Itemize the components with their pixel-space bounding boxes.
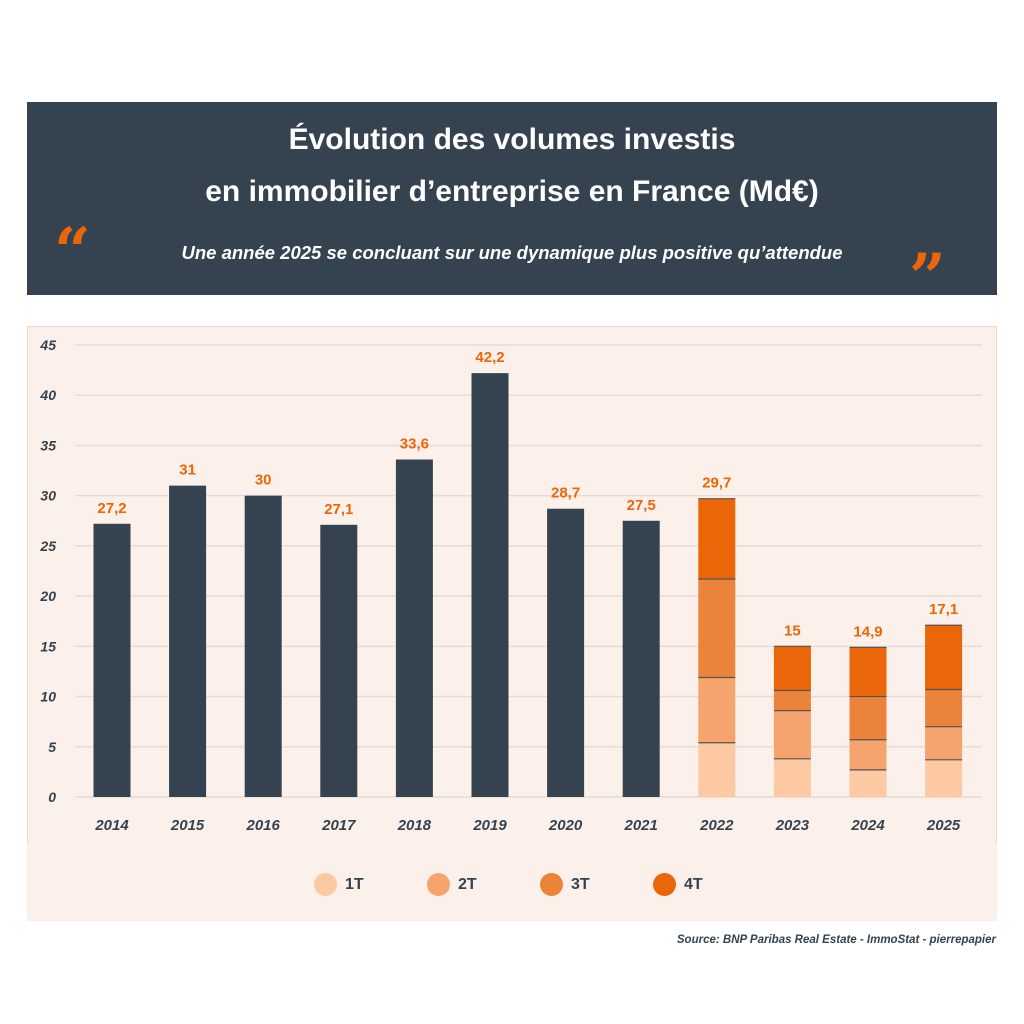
legend-swatch-2t [427,873,450,896]
legend-swatch-3t [540,873,563,896]
source-note: Source: BNP Paribas Real Estate - ImmoSt… [676,934,996,946]
close-quote-icon: ” [909,240,946,315]
legend-item-2t: 2T [427,873,477,896]
legend-item-3t: 3T [540,873,590,896]
legend-label-4t: 4T [684,875,703,893]
chart-title-line-1: Évolution des volumes investis [288,123,736,156]
legend-swatch-4t [653,873,676,896]
chart-title-line-2: en immobilier d’entreprise en France (Md… [205,175,819,208]
open-quote-icon: “ [54,214,91,289]
legend-label-2t: 2T [458,875,477,893]
legend-swatch-1t [314,873,337,896]
chart-subtitle: Une année 2025 se concluant sur une dyna… [181,242,843,263]
legend-item-4t: 4T [653,873,703,896]
legend: 1T 2T 3T 4T [27,843,997,921]
legend-label-3t: 3T [571,875,590,893]
chart-panel [27,326,997,844]
legend-label-1t: 1T [345,875,364,893]
legend-item-1t: 1T [314,873,364,896]
chart-header: Évolution des volumes investis en immobi… [27,102,997,310]
